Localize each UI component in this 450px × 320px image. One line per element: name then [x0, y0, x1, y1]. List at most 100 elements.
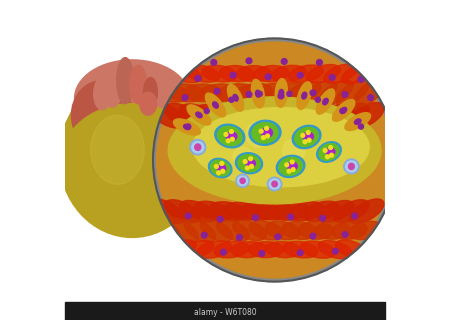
Ellipse shape	[267, 177, 282, 191]
Ellipse shape	[61, 104, 203, 219]
Circle shape	[246, 58, 252, 64]
Circle shape	[291, 168, 295, 172]
Ellipse shape	[252, 79, 265, 108]
Ellipse shape	[144, 77, 158, 107]
Circle shape	[342, 92, 348, 97]
Circle shape	[224, 132, 228, 136]
Circle shape	[310, 233, 316, 239]
Ellipse shape	[287, 162, 297, 170]
Circle shape	[220, 162, 224, 165]
Ellipse shape	[72, 89, 180, 212]
Circle shape	[195, 76, 201, 81]
Ellipse shape	[151, 64, 184, 83]
Circle shape	[297, 250, 303, 256]
Ellipse shape	[130, 65, 147, 104]
Ellipse shape	[319, 80, 353, 105]
Ellipse shape	[266, 221, 300, 240]
Ellipse shape	[180, 201, 216, 222]
Circle shape	[220, 249, 226, 255]
Ellipse shape	[341, 108, 346, 113]
Ellipse shape	[240, 202, 279, 220]
Ellipse shape	[194, 105, 232, 126]
Ellipse shape	[306, 65, 340, 83]
Ellipse shape	[323, 98, 328, 105]
Circle shape	[297, 72, 303, 78]
Circle shape	[214, 88, 220, 94]
Ellipse shape	[302, 92, 307, 99]
Circle shape	[226, 139, 230, 143]
Ellipse shape	[336, 79, 369, 106]
Ellipse shape	[219, 66, 254, 82]
Ellipse shape	[333, 200, 369, 223]
Ellipse shape	[205, 93, 225, 117]
Ellipse shape	[225, 202, 263, 220]
Ellipse shape	[324, 64, 357, 83]
Ellipse shape	[225, 105, 263, 125]
Ellipse shape	[282, 221, 317, 239]
Ellipse shape	[184, 219, 216, 242]
Ellipse shape	[140, 92, 157, 115]
Ellipse shape	[254, 66, 289, 82]
Ellipse shape	[208, 158, 232, 178]
Ellipse shape	[315, 221, 351, 239]
Ellipse shape	[292, 125, 321, 148]
Ellipse shape	[249, 120, 281, 145]
Ellipse shape	[279, 157, 302, 175]
Ellipse shape	[211, 160, 230, 176]
Ellipse shape	[246, 159, 256, 167]
Ellipse shape	[318, 201, 354, 222]
Circle shape	[217, 216, 223, 222]
Ellipse shape	[192, 141, 204, 153]
Ellipse shape	[354, 79, 385, 107]
Circle shape	[246, 166, 249, 170]
Ellipse shape	[190, 140, 206, 155]
Ellipse shape	[168, 65, 202, 83]
Ellipse shape	[295, 127, 318, 147]
Circle shape	[329, 75, 335, 80]
Ellipse shape	[212, 102, 218, 108]
Ellipse shape	[303, 132, 313, 141]
Ellipse shape	[234, 84, 272, 102]
Ellipse shape	[271, 105, 309, 125]
Ellipse shape	[355, 119, 361, 124]
Ellipse shape	[319, 144, 339, 160]
Ellipse shape	[185, 65, 220, 82]
Ellipse shape	[266, 242, 301, 258]
Circle shape	[211, 60, 217, 65]
Circle shape	[204, 108, 209, 114]
Ellipse shape	[150, 199, 184, 223]
Ellipse shape	[187, 105, 211, 125]
Ellipse shape	[279, 89, 284, 96]
Ellipse shape	[165, 103, 200, 127]
Ellipse shape	[299, 221, 334, 239]
Ellipse shape	[231, 242, 266, 258]
Ellipse shape	[288, 65, 323, 82]
Ellipse shape	[184, 84, 222, 102]
Ellipse shape	[240, 178, 245, 183]
Ellipse shape	[233, 94, 238, 101]
Circle shape	[266, 134, 270, 138]
Circle shape	[246, 122, 271, 147]
Ellipse shape	[233, 220, 266, 241]
Ellipse shape	[350, 102, 384, 128]
Circle shape	[368, 95, 374, 100]
Ellipse shape	[318, 241, 352, 259]
Circle shape	[342, 232, 348, 237]
Circle shape	[185, 213, 191, 219]
Circle shape	[281, 59, 287, 64]
Ellipse shape	[302, 105, 339, 126]
Ellipse shape	[236, 174, 249, 187]
Ellipse shape	[344, 159, 359, 174]
Circle shape	[259, 129, 263, 133]
Ellipse shape	[283, 241, 318, 258]
Ellipse shape	[150, 102, 184, 128]
Ellipse shape	[252, 123, 278, 143]
Ellipse shape	[94, 77, 111, 110]
Circle shape	[215, 164, 218, 168]
Circle shape	[290, 160, 294, 164]
Ellipse shape	[210, 105, 248, 125]
Ellipse shape	[197, 241, 231, 258]
Circle shape	[358, 76, 364, 82]
Ellipse shape	[332, 221, 367, 239]
Ellipse shape	[196, 112, 202, 118]
